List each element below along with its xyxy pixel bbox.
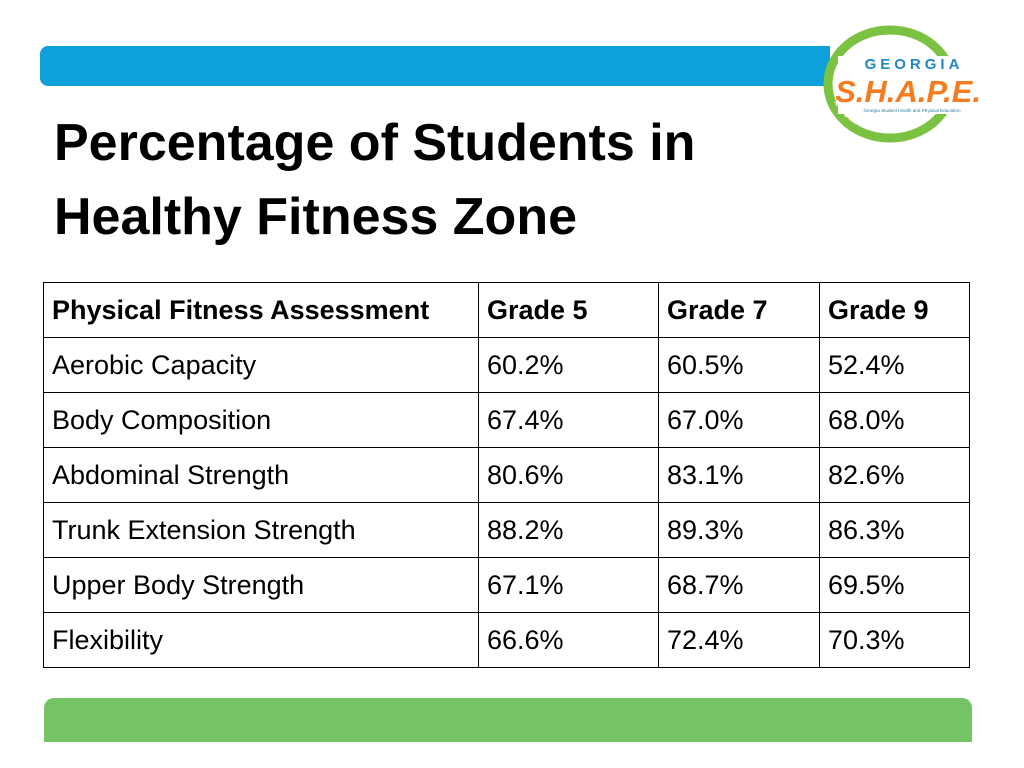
table-cell: Flexibility: [43, 612, 479, 668]
table-cell: Trunk Extension Strength: [43, 502, 479, 558]
top-accent-bar: [40, 46, 830, 86]
page-title: Percentage of Students in Healthy Fitnes…: [54, 106, 774, 254]
table-cell: 68.0%: [819, 392, 970, 448]
table-row: Flexibility 66.6% 72.4% 70.3%: [43, 612, 970, 668]
column-header: Grade 9: [819, 282, 970, 338]
georgia-shape-logo: GEORGIA S.H.A.P.E. Georgia Student Healt…: [823, 25, 986, 143]
table-cell: 82.6%: [819, 447, 970, 503]
table-header-row: Physical Fitness Assessment Grade 5 Grad…: [43, 282, 970, 338]
table-cell: 67.0%: [658, 392, 820, 448]
logo-top-text: GEORGIA: [865, 56, 964, 73]
table-cell: 52.4%: [819, 337, 970, 393]
table-cell: 69.5%: [819, 557, 970, 613]
logo-main-text: S.H.A.P.E.: [835, 74, 981, 109]
table-row: Trunk Extension Strength 88.2% 89.3% 86.…: [43, 502, 970, 558]
table-row: Aerobic Capacity 60.2% 60.5% 52.4%: [43, 337, 970, 393]
fitness-table: Physical Fitness Assessment Grade 5 Grad…: [43, 282, 970, 668]
table-cell: 68.7%: [658, 557, 820, 613]
table-cell: Aerobic Capacity: [43, 337, 479, 393]
table-cell: 88.2%: [478, 502, 659, 558]
table-cell: 67.1%: [478, 557, 659, 613]
table-cell: 60.2%: [478, 337, 659, 393]
table-cell: 89.3%: [658, 502, 820, 558]
table-cell: Upper Body Strength: [43, 557, 479, 613]
table-cell: 80.6%: [478, 447, 659, 503]
column-header: Physical Fitness Assessment: [43, 282, 479, 338]
table-cell: 60.5%: [658, 337, 820, 393]
table-row: Body Composition 67.4% 67.0% 68.0%: [43, 392, 970, 448]
table-cell: Body Composition: [43, 392, 479, 448]
table-cell: 83.1%: [658, 447, 820, 503]
column-header: Grade 5: [478, 282, 659, 338]
table-cell: 67.4%: [478, 392, 659, 448]
table-cell: 66.6%: [478, 612, 659, 668]
table-cell: 86.3%: [819, 502, 970, 558]
table-cell: Abdominal Strength: [43, 447, 479, 503]
table-row: Upper Body Strength 67.1% 68.7% 69.5%: [43, 557, 970, 613]
table-cell: 70.3%: [819, 612, 970, 668]
table-row: Abdominal Strength 80.6% 83.1% 82.6%: [43, 447, 970, 503]
table-cell: 72.4%: [658, 612, 820, 668]
column-header: Grade 7: [658, 282, 820, 338]
page-title-line-1: Percentage of Students in: [54, 114, 696, 172]
logo-sub-text: Georgia Student Health and Physical Educ…: [863, 108, 960, 113]
page-title-line-2: Healthy Fitness Zone: [54, 188, 577, 246]
bottom-accent-bar: [44, 698, 972, 742]
